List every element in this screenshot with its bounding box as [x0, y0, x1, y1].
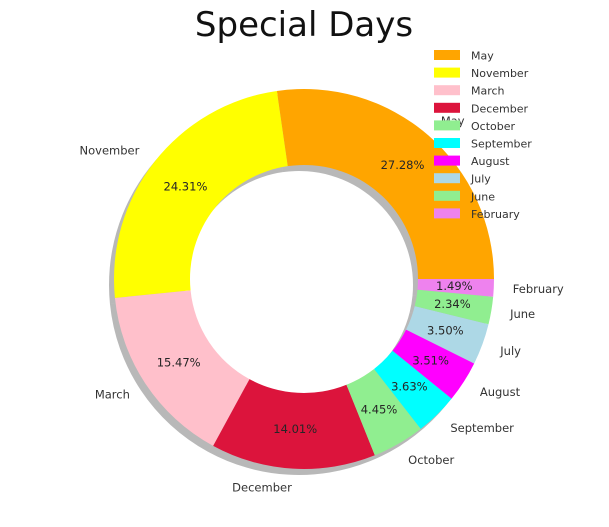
pct-label-august: 3.51% [412, 353, 449, 367]
legend-swatch-september [434, 138, 460, 148]
legend-swatch-november [434, 67, 460, 78]
legend-label-september: September [471, 138, 532, 151]
slice-october [346, 368, 421, 456]
pct-label-november: 24.31% [164, 179, 208, 193]
legend-label-july: July [470, 173, 491, 186]
slice-february [417, 279, 494, 297]
slices-group [114, 89, 494, 470]
pct-label-july: 3.50% [427, 324, 464, 338]
legend-swatch-may [434, 50, 460, 60]
slice-june [414, 289, 494, 325]
legend-label-march: March [471, 85, 505, 98]
legend-label-june: June [470, 190, 495, 203]
slice-november [114, 90, 288, 299]
chart-title: Special Days [195, 5, 413, 45]
slice-label-august: August [480, 385, 521, 399]
legend-swatch-february [434, 208, 460, 219]
pct-label-june: 2.34% [434, 297, 471, 311]
legend: May November March December October September… [434, 50, 532, 221]
pct-label-march: 15.47% [157, 355, 201, 369]
legend-swatch-october [434, 120, 460, 131]
slice-may [276, 89, 494, 279]
legend-label-may: May [471, 50, 494, 63]
legend-label-november: November [471, 67, 529, 80]
legend-swatch-august [434, 155, 460, 166]
slice-label-february: February [513, 282, 564, 296]
slice-label-march: March [95, 388, 130, 402]
legend-label-october: October [471, 120, 515, 133]
legend-label-august: August [471, 155, 510, 168]
pct-label-october: 4.45% [361, 402, 398, 416]
slice-december [213, 379, 375, 470]
slice-label-november: November [80, 143, 140, 157]
slice-label-december: December [232, 481, 292, 495]
slice-september [374, 350, 452, 429]
slice-label-october: October [408, 453, 454, 467]
legend-swatch-december [434, 102, 460, 113]
legend-label-december: December [471, 102, 529, 115]
pct-label-september: 3.63% [391, 379, 428, 393]
pct-label-december: 14.01% [273, 422, 317, 436]
legend-label-february: February [471, 208, 520, 221]
slice-label-june: June [509, 307, 535, 321]
slice-august [392, 329, 475, 399]
legend-swatch-july [434, 173, 460, 184]
slice-label-july: July [499, 344, 521, 358]
slice-label-september: September [450, 421, 514, 435]
slice-march [114, 290, 250, 446]
legend-swatch-march [434, 85, 460, 96]
legend-swatch-june [434, 190, 460, 201]
pct-label-may: 27.28% [381, 158, 425, 172]
slice-july [406, 306, 489, 364]
pct-label-february: 1.49% [436, 279, 473, 293]
